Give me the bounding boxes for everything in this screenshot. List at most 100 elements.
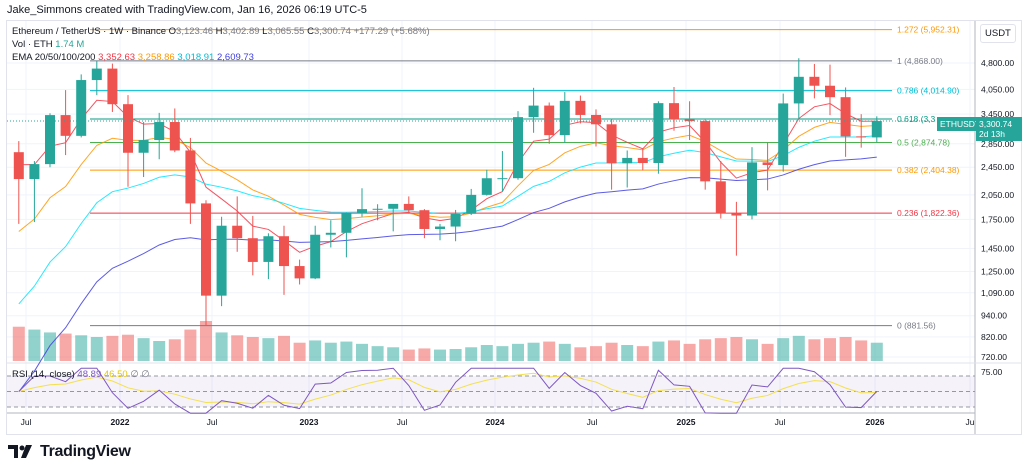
price-tick-label: 1,750.00 <box>981 214 1014 224</box>
fib-level-label: 0.5 (2,874.78) <box>897 137 950 147</box>
rsi-label[interactable]: RSI (14, close) <box>12 369 75 380</box>
candle <box>637 148 648 171</box>
volume-bar <box>652 341 665 361</box>
candle-body <box>185 150 196 204</box>
ema20-value: 3,352.63 <box>98 52 136 63</box>
rsi-ma-value: 46.50 <box>103 369 128 380</box>
time-tick-label: Jul <box>775 417 786 427</box>
volume-bar <box>480 345 493 361</box>
ema200-value: 2,609.73 <box>216 52 254 63</box>
volume-bar <box>309 340 322 361</box>
ema-label[interactable]: EMA 20/50/100/200 <box>12 52 96 63</box>
volume-bar <box>512 343 524 361</box>
volume-bar <box>215 332 228 361</box>
fib-level-label: 0.786 (4,014.90) <box>897 86 960 96</box>
candle-body <box>201 203 211 296</box>
price-tick-label: 4,050.00 <box>981 84 1014 94</box>
volume-bar <box>683 343 696 361</box>
candle-body <box>715 181 726 214</box>
volume-bar <box>200 321 212 361</box>
rsi-line <box>18 367 878 414</box>
price-tick-label: 940.00 <box>981 311 1007 321</box>
candle-body <box>700 121 711 182</box>
candle-body <box>388 203 399 209</box>
candle-body <box>637 157 648 163</box>
volume-bar <box>371 346 384 361</box>
candle <box>357 188 367 217</box>
candle <box>825 64 835 116</box>
candle <box>403 196 414 214</box>
volume-bar <box>824 338 836 361</box>
candle <box>575 95 586 124</box>
high-value: 3,402.89 <box>222 26 260 37</box>
candle <box>29 161 40 223</box>
last-price-tag: 3,300.74 2d 13h <box>976 117 1022 141</box>
rsi-value: 48.89 <box>77 369 102 380</box>
candle-body <box>513 117 523 179</box>
volume-bar <box>12 326 25 361</box>
volume-bar <box>106 335 119 361</box>
volume-bar <box>527 342 540 361</box>
volume-bar <box>699 339 712 361</box>
change-value: +177.29 (+5.68%) <box>353 26 430 37</box>
candle-body <box>762 162 773 165</box>
volume-bar <box>137 338 150 361</box>
volume-bar <box>434 349 446 361</box>
open-value: 3,123.46 <box>176 26 214 37</box>
currency-button[interactable]: USDT <box>980 24 1016 43</box>
candle <box>653 101 664 174</box>
volume-bar <box>543 341 556 361</box>
tradingview-logo[interactable]: TradingView <box>8 443 131 461</box>
candle-body <box>263 236 274 262</box>
candle <box>76 74 87 138</box>
chart-frame <box>6 20 1022 435</box>
candle-body <box>403 203 414 211</box>
volume-bar <box>496 346 509 361</box>
candle <box>559 92 570 143</box>
volume-label[interactable]: Vol · ETH <box>12 39 53 50</box>
candle <box>419 209 430 239</box>
candle <box>528 87 539 133</box>
candle-body <box>123 104 133 153</box>
candle <box>388 203 399 232</box>
candle <box>294 259 305 285</box>
price-tick-label: 2,050.00 <box>981 190 1014 200</box>
candle <box>622 150 633 188</box>
close-label: C <box>307 26 314 37</box>
volume-bar <box>870 342 883 361</box>
ema100-value: 3,018.91 <box>177 52 215 63</box>
volume-bar <box>855 340 868 361</box>
ema200-line <box>18 156 877 393</box>
candle <box>60 90 71 156</box>
low-value: 3,065.55 <box>267 26 305 37</box>
time-tick-label: Ju <box>966 417 975 427</box>
candle <box>497 151 508 192</box>
volume-bar <box>293 342 306 361</box>
symbol-price-tag: ETHUSDT <box>937 117 984 131</box>
candle-body <box>684 119 695 122</box>
candle-body <box>154 122 165 141</box>
volume-legend: Vol · ETH 1.74 M <box>12 39 84 50</box>
candle <box>450 209 461 242</box>
candle-body <box>856 136 867 138</box>
price-tick-label: 4,800.00 <box>981 58 1014 68</box>
candle <box>123 95 133 187</box>
candle-body <box>591 114 601 125</box>
volume-value: 1.74 M <box>55 39 85 50</box>
candle <box>700 119 711 190</box>
candle-body <box>247 238 258 262</box>
symbol-name[interactable]: Ethereum / TetherUS · 1W · Binance <box>12 26 166 37</box>
fib-level-label: 1.272 (5,952.31) <box>897 25 960 35</box>
candle-body <box>778 103 789 165</box>
candle <box>840 87 851 157</box>
candle <box>684 101 695 141</box>
candle <box>731 201 742 256</box>
candle <box>715 161 726 219</box>
time-tick-label: Jul <box>587 417 598 427</box>
bar-countdown: 2d 13h <box>979 129 1005 139</box>
volume-bar <box>714 338 727 361</box>
candle-body <box>372 208 383 210</box>
tradingview-logo-text: TradingView <box>40 443 131 460</box>
time-tick-label: Jul <box>207 417 218 427</box>
